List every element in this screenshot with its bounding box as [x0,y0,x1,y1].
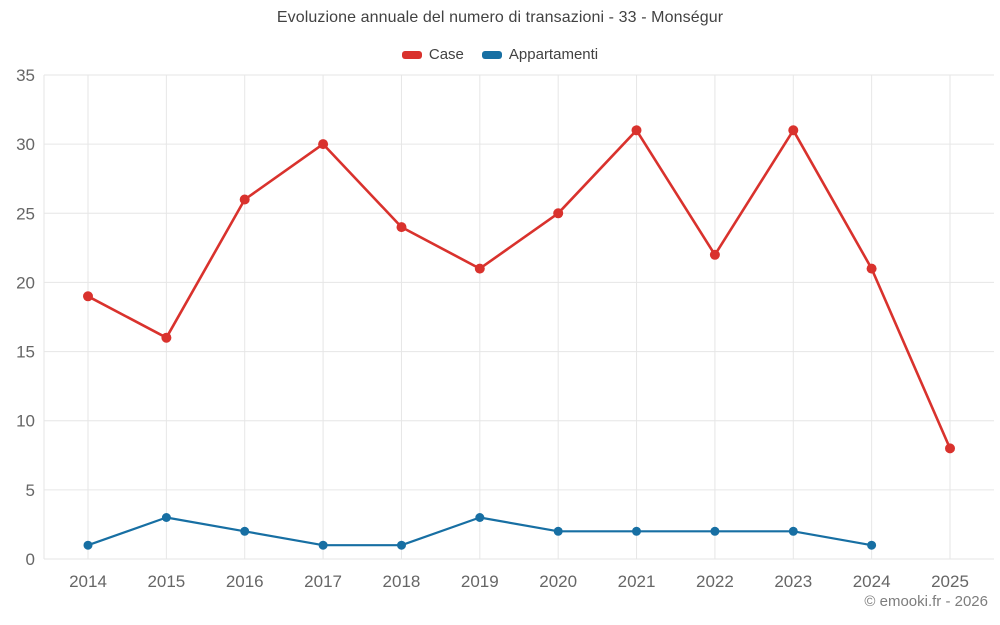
data-point-appartamenti-2015[interactable] [161,513,171,522]
x-tick-label: 2016 [226,572,264,591]
y-tick-label: 0 [26,550,35,569]
chart-title: Evoluzione annuale del numero di transaz… [276,9,724,26]
data-point-appartamenti-2017[interactable] [318,540,328,550]
x-tick-label: 2017 [304,572,342,591]
data-point-case-2023[interactable] [788,125,799,136]
data-point-appartamenti-2020[interactable] [553,526,563,536]
data-point-case-2021[interactable] [631,125,642,136]
data-point-case-2019[interactable] [474,263,485,274]
data-point-case-2018[interactable] [396,222,407,233]
x-tick-label: 2014 [69,572,107,591]
legend-item-appartamenti[interactable]: Appartamenti [481,46,599,63]
y-tick-label: 35 [16,66,35,85]
x-tick-label: 2021 [618,572,656,591]
data-point-appartamenti-2022[interactable] [710,526,720,536]
data-point-appartamenti-2024[interactable] [867,540,877,550]
data-point-appartamenti-2019[interactable] [475,513,485,522]
x-tick-label: 2020 [539,572,577,591]
data-point-case-2014[interactable] [83,291,93,302]
y-tick-label: 15 [16,343,35,362]
data-point-appartamenti-2014[interactable] [83,540,93,550]
y-tick-label: 5 [26,481,35,500]
legend-item-case[interactable]: Case [401,46,464,63]
footer-credit: © emooki.fr - 2026 [864,593,988,610]
y-tick-label: 30 [16,135,35,154]
x-tick-label: 2024 [853,572,891,591]
data-point-case-2016[interactable] [239,194,250,205]
x-tick-label: 2015 [147,572,185,591]
x-tick-label: 2018 [383,572,421,591]
y-tick-label: 20 [16,273,35,292]
legend: Case Appartamenti [0,46,1000,63]
series-line-case [86,129,952,450]
x-tick-label: 2019 [461,572,499,591]
data-point-case-2022[interactable] [709,249,720,260]
x-tick-label: 2022 [696,572,734,591]
data-point-case-2015[interactable] [161,332,172,343]
legend-label-case: Case [428,46,464,63]
y-tick-label: 10 [16,412,35,431]
data-point-case-2024[interactable] [866,263,877,274]
data-point-appartamenti-2018[interactable] [397,540,406,550]
data-point-case-2020[interactable] [553,208,564,219]
legend-swatch-case [401,50,422,59]
legend-swatch-appartamenti [481,50,502,59]
data-point-case-2017[interactable] [318,139,329,150]
x-tick-label: 2023 [774,572,812,591]
data-point-case-2025[interactable] [945,443,955,454]
data-point-appartamenti-2021[interactable] [632,526,641,536]
y-tick-label: 25 [16,204,35,223]
x-tick-label: 2025 [931,572,969,591]
data-point-appartamenti-2023[interactable] [788,526,798,536]
data-point-appartamenti-2016[interactable] [240,526,250,536]
legend-label-appartamenti: Appartamenti [508,46,599,63]
